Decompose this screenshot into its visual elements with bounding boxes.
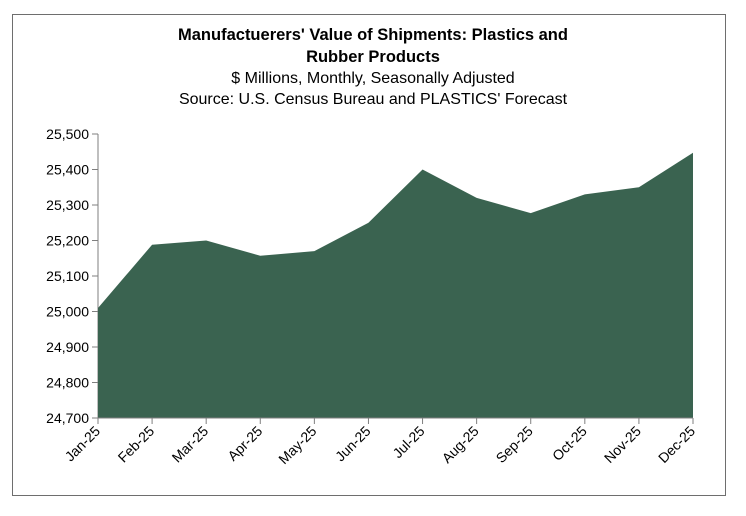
chart-titles: Manufactuerers' Value of Shipments: Plas… (0, 24, 746, 110)
x-tick-label: Apr-25 (224, 423, 265, 464)
x-tick-label: Sep-25 (493, 423, 536, 466)
x-tick-label: Feb-25 (115, 423, 158, 466)
area-series (98, 152, 693, 418)
x-tick-label: Jun-25 (332, 423, 374, 465)
y-tick-label: 24,700 (46, 410, 89, 426)
chart-subtitle: $ Millions, Monthly, Seasonally Adjusted (231, 70, 515, 87)
x-tick-label: Dec-25 (655, 423, 698, 466)
x-tick-label: Mar-25 (169, 423, 212, 466)
x-tick-label: Jan-25 (62, 423, 104, 465)
x-tick-label: Oct-25 (549, 423, 590, 464)
x-tick-label: Nov-25 (601, 423, 644, 466)
plot-area (98, 152, 693, 418)
y-tick-label: 25,500 (46, 126, 89, 142)
x-tick-label: Jul-25 (389, 423, 427, 461)
y-tick-label: 25,200 (46, 233, 89, 249)
y-tick-label: 25,400 (46, 162, 89, 178)
x-tick-label: May-25 (275, 423, 319, 467)
y-tick-label: 25,100 (46, 268, 89, 284)
chart-source: Source: U.S. Census Bureau and PLASTICS'… (178, 91, 568, 108)
y-tick-label: 24,800 (46, 375, 89, 391)
y-tick-label: 24,900 (46, 339, 89, 355)
chart-title-line-2: Rubber Products (306, 48, 440, 66)
chart-title-line-1: Manufactuerers' Value of Shipments: Plas… (178, 26, 568, 44)
y-tick-label: 25,000 (46, 304, 89, 320)
y-axis: 24,700 24,800 24,900 25,000 25,100 25,200 25,3… (46, 126, 99, 426)
x-axis: Jan-25 Feb-25 Mar-25 Apr-25 May-25 Jun-25 Jul-… (62, 417, 698, 467)
y-tick-label: 25,300 (46, 197, 89, 213)
x-tick-label: Aug-25 (439, 423, 482, 466)
